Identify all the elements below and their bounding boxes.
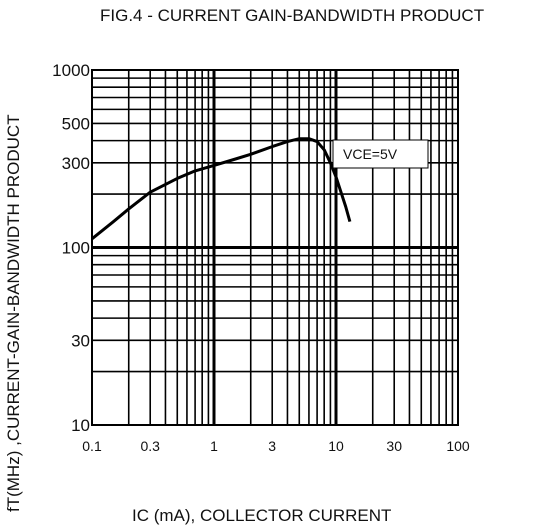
y-tick-label: 300: [62, 154, 90, 173]
y-axis-label: fT(MHz) ,CURRENT-GAIN-BANDWIDTH PRODUCT: [4, 114, 23, 512]
y-tick-label: 1000: [52, 61, 90, 80]
annotation-box: VCE=5V: [332, 139, 429, 169]
plot-frame: [91, 69, 459, 426]
series-line: [91, 137, 352, 240]
y-tick-label: 30: [71, 331, 90, 350]
y-tick-label: 100: [62, 239, 90, 258]
x-axis-label: IC (mA), COLLECTOR CURRENT: [132, 506, 391, 525]
x-tick-label: 3: [268, 438, 276, 454]
x-tick-label: 30: [386, 438, 402, 454]
x-tick-label: 0.3: [140, 438, 160, 454]
x-tick-label: 10: [328, 438, 344, 454]
series-layer: [91, 137, 352, 240]
x-tick-label: 1: [210, 438, 218, 454]
x-tick-label: 0.1: [82, 438, 102, 454]
x-tick-labels: 0.1 0.3 1 3 10 30 100: [82, 438, 470, 454]
x-tick-label: 100: [446, 438, 470, 454]
major-grid: [92, 70, 458, 425]
y-tick-labels: 10 30 100 300 500 1000: [52, 61, 90, 435]
y-tick-label: 10: [71, 416, 90, 435]
annotation-label: VCE=5V: [343, 146, 398, 162]
y-tick-label: 500: [62, 114, 90, 133]
chart-title: FIG.4 - CURRENT GAIN-BANDWIDTH PRODUCT: [100, 6, 484, 25]
